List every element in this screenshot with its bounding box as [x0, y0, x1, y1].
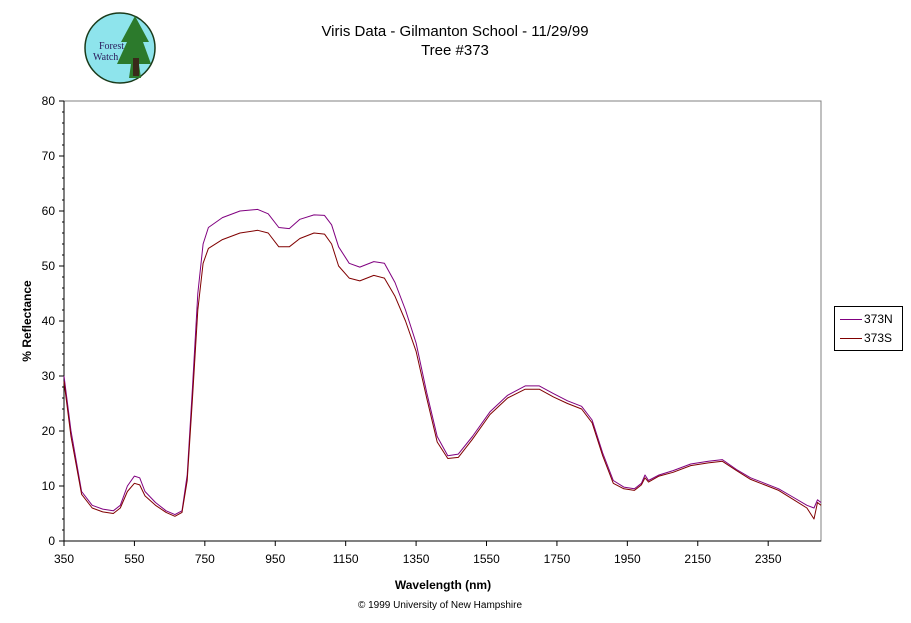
x-axis-label: Wavelength (nm)	[395, 578, 491, 592]
legend-item-373s: 373S	[840, 331, 892, 345]
x-tick-label: 1750	[544, 552, 571, 566]
y-tick-label: 60	[42, 204, 56, 218]
y-tick-label: 80	[42, 94, 56, 108]
x-tick-label: 950	[265, 552, 285, 566]
chart-title: Viris Data - Gilmanton School - 11/29/99…	[255, 22, 655, 60]
y-axis-label: % Reflectance	[20, 280, 34, 362]
x-tick-label: 1350	[403, 552, 430, 566]
y-tick-label: 10	[42, 479, 56, 493]
legend-item-373n: 373N	[840, 312, 893, 326]
y-tick-label: 50	[42, 259, 56, 273]
x-tick-label: 750	[195, 552, 215, 566]
x-tick-label: 1950	[614, 552, 641, 566]
logo-text-line1: Forest	[99, 41, 124, 52]
legend-label-373s: 373S	[864, 331, 893, 345]
y-tick-label: 70	[42, 149, 56, 163]
copyright-notice: © 1999 University of New Hampshire	[357, 600, 523, 611]
legend-label-373n: 373N	[864, 312, 893, 326]
forest-watch-logo: Forest Watch	[84, 12, 156, 84]
x-tick-label: 2150	[684, 552, 711, 566]
x-tick-label: 550	[124, 552, 144, 566]
x-tick-label: 1150	[333, 552, 359, 566]
legend-swatch-373n	[840, 318, 862, 320]
y-tick-label: 30	[42, 369, 56, 383]
chart-title-line2: Tree #373	[421, 42, 489, 59]
legend-swatch-373s	[840, 337, 862, 339]
logo-text-line2: Watch	[93, 52, 118, 63]
x-tick-label: 2350	[755, 552, 782, 566]
y-tick-label: 40	[42, 314, 56, 328]
plot-frame	[63, 100, 822, 542]
x-tick-label: 1550	[473, 552, 500, 566]
x-tick-label: 350	[54, 552, 74, 566]
axes: 0 10 20 30 40 50 60 70 80 350 550 750 950 1150 1350 155…	[42, 94, 821, 566]
series-group	[63, 208, 822, 520]
series-line-373s	[63, 229, 822, 520]
y-tick-label: 0	[48, 534, 55, 548]
legend: 373N 373S	[834, 306, 903, 351]
series-line-373n	[63, 208, 822, 516]
y-tick-label: 20	[42, 424, 56, 438]
chart-title-line1: Viris Data - Gilmanton School - 11/29/99	[321, 23, 589, 40]
